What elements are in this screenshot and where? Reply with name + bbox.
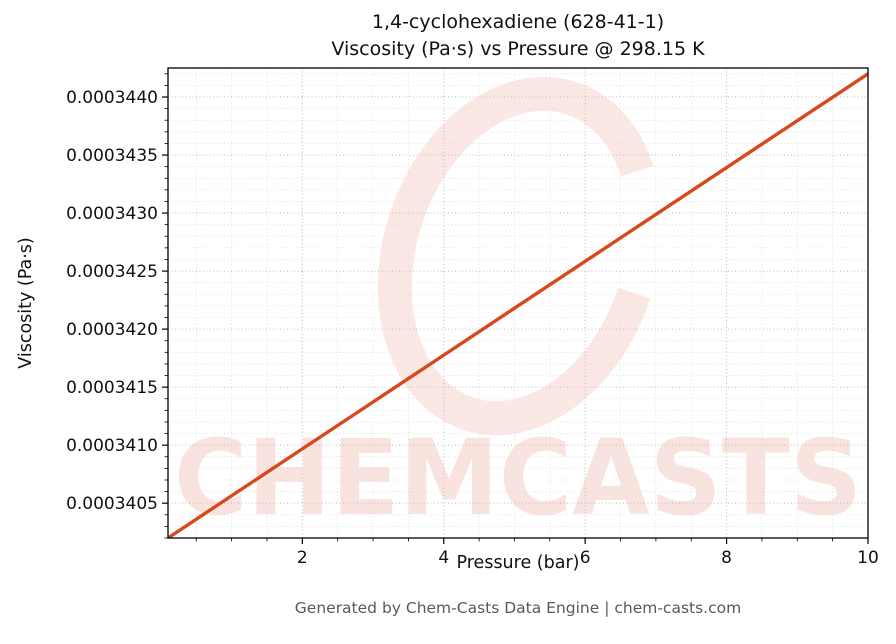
x-tick-label: 8	[721, 548, 732, 568]
tick-labels: 2 4 6 8 10 0.0003405 0.0003410 0.0003415 0.00034…	[66, 88, 879, 568]
y-tick-label: 0.0003405	[66, 494, 158, 514]
footer-credit: Generated by Chem-Casts Data Engine | ch…	[294, 599, 742, 617]
y-axis-label: Viscosity (Pa·s)	[16, 237, 36, 369]
axes-frame	[167, 67, 869, 539]
x-tick-label: 10	[857, 548, 879, 568]
data-line	[168, 72, 868, 538]
y-tick-label: 0.0003435	[66, 146, 158, 166]
watermark-ring-icon	[377, 76, 663, 436]
minor-tick-marks	[164, 73, 834, 542]
y-tick-label: 0.0003430	[66, 204, 158, 224]
watermark-text: CHEMCASTS	[174, 417, 862, 539]
y-tick-label: 0.0003420	[66, 320, 158, 340]
x-tick-label: 6	[580, 548, 591, 568]
x-tick-label: 4	[438, 548, 449, 568]
tick-marks	[162, 96, 869, 544]
y-tick-label: 0.0003440	[66, 88, 158, 108]
y-tick-label: 0.0003425	[66, 262, 158, 282]
y-tick-label: 0.0003415	[66, 378, 158, 398]
x-tick-label: 2	[297, 548, 308, 568]
chart-title-line1: 1,4-cyclohexadiene (628-41-1)	[371, 11, 665, 33]
chart-title: 1,4-cyclohexadiene (628-41-1) Viscosity …	[168, 9, 868, 63]
chart-title-line2: Viscosity (Pa·s) vs Pressure @ 298.15 K	[331, 38, 705, 60]
grid-minor	[168, 68, 868, 539]
watermark: CHEMCASTS	[174, 76, 862, 539]
x-axis-label: Pressure (bar)	[456, 553, 580, 573]
y-tick-label: 0.0003410	[66, 436, 158, 456]
